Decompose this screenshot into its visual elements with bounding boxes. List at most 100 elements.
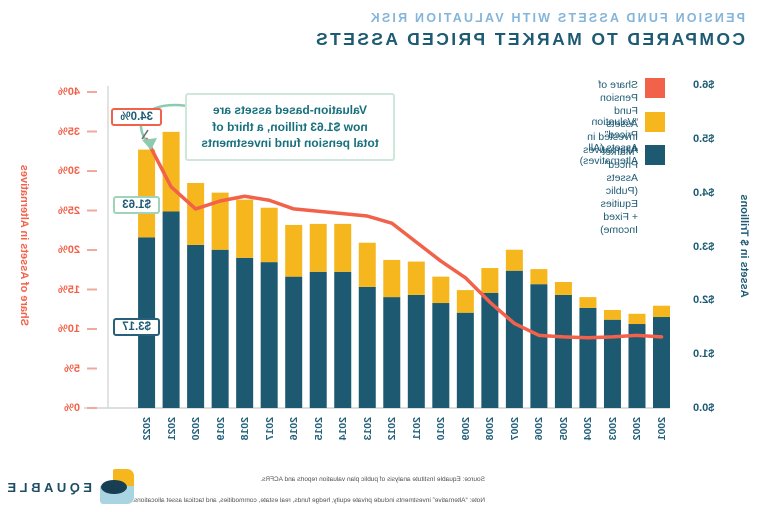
legend-swatch-market [645,145,665,165]
bar-market-2008 [481,292,499,408]
bar-market-2003 [603,319,621,408]
legend-swatch-share [645,78,665,98]
year-label-2015: 2015 [312,417,325,441]
year-label-2021: 2021 [165,417,178,441]
bar-market-2018 [236,257,254,408]
bar-valuation-2009 [456,290,474,313]
year-label-2008: 2008 [484,417,497,441]
bar-valuation-2006 [530,269,548,285]
bar-valuation-2013 [358,242,376,287]
bar-valuation-2007 [505,249,523,271]
bar-valuation-2005 [554,282,572,295]
bar-valuation-2022 [138,149,156,238]
pct-tick-label: 0% [64,402,80,414]
callout-annotation: Valuation-based assets are now $1.63 tri… [185,93,395,161]
pct-tick-label: 20% [57,244,80,256]
dollar-tick-label: $0.0 [693,402,715,414]
pct-tick-label: 10% [57,323,80,335]
bar-valuation-2002 [628,313,646,325]
year-label-2005: 2005 [557,417,570,441]
year-label-2020: 2020 [190,417,203,441]
dollar-tick-label: $1.0 [693,348,715,361]
bar-valuation-2016 [285,224,303,277]
dollar-tick-label: $2.0 [693,294,715,307]
year-label-2012: 2012 [386,417,399,441]
share-label-pointer [141,129,149,140]
bar-valuation-2008 [481,268,499,293]
year-label-2004: 2004 [582,417,595,441]
pct-tick-label: 5% [64,362,80,375]
pct-tick-label: 15% [57,283,80,296]
dollar-tick-label: $4.0 [693,186,715,199]
share-line [144,137,664,340]
year-label-2001: 2001 [656,417,668,441]
year-label-2018: 2018 [239,417,252,441]
bar-valuation-2020 [187,182,205,245]
callout-arrowhead [142,138,157,150]
bars-group [138,131,670,408]
bar-market-2021 [162,211,180,408]
bar-valuation-2015 [309,223,327,272]
dollar-tick-label: $6.0 [693,79,715,91]
legend-swatch-valuation [645,112,665,132]
bar-market-2017 [260,262,278,408]
bar-market-2007 [505,270,523,408]
bar-valuation-2011 [407,261,425,295]
year-label-2016: 2016 [288,417,301,441]
year-label-2014: 2014 [337,417,350,441]
bar-market-2014 [334,271,352,408]
bar-market-2004 [579,307,597,408]
bar-market-2019 [211,249,229,408]
pct-tick-label: 35% [57,125,80,138]
bar-valuation-2014 [334,223,352,272]
bar-valuation-2019 [211,192,229,250]
bar-market-2015 [309,271,327,408]
year-label-2022: 2022 [141,417,154,441]
share-value-label: 34.0% [111,108,162,126]
market-value-label: $3.17 [113,318,160,336]
bar-market-2005 [554,294,572,408]
equable-eye-icon [99,469,135,505]
bar-valuation-2010 [432,276,450,304]
bar-valuation-2003 [603,310,621,320]
legend-label-market: “Market Priced” Assets (Public Equities … [600,146,638,236]
pct-tick-label: 40% [57,86,80,98]
equable-logo: EQUABLE [3,469,135,507]
bar-market-2016 [285,276,303,408]
year-label-2002: 2002 [631,417,644,441]
year-label-2003: 2003 [606,417,619,441]
year-label-2011: 2011 [410,417,423,440]
bar-market-2012 [383,297,401,408]
bar-market-2011 [407,294,425,408]
bar-valuation-2004 [579,297,597,308]
bar-market-2020 [187,244,205,408]
bar-market-2006 [530,284,548,408]
year-label-2007: 2007 [508,417,521,441]
bar-valuation-2012 [383,259,401,298]
bar-valuation-2018 [236,199,254,258]
bar-market-2009 [456,312,474,408]
logo-wordmark: EQUABLE [3,480,92,495]
bar-valuation-2001 [653,305,670,318]
valuation-value-label: $1.63 [113,196,160,214]
dollar-tick-label: $5.0 [693,132,715,145]
footer-source-note: Source: Equable Institute analysis of pu… [132,475,485,507]
pct-tick-label: 25% [57,204,80,217]
year-label-2017: 2017 [263,417,276,441]
bar-market-2010 [432,303,450,408]
footer-source: Source: Equable Institute analysis of pu… [260,476,485,483]
bar-market-2002 [628,324,646,408]
footer-note: Note: “Alternative” investments include … [132,497,485,505]
bar-valuation-2017 [260,207,278,263]
bar-market-2013 [358,286,376,408]
year-label-2006: 2006 [533,417,546,441]
bar-market-2001 [653,317,670,408]
year-label-2010: 2010 [435,417,448,441]
dollar-tick-label: $3.0 [693,240,715,253]
year-label-2019: 2019 [214,417,227,441]
year-label-2009: 2009 [459,417,472,441]
pct-tick-label: 30% [57,165,80,177]
year-label-2013: 2013 [361,417,374,441]
